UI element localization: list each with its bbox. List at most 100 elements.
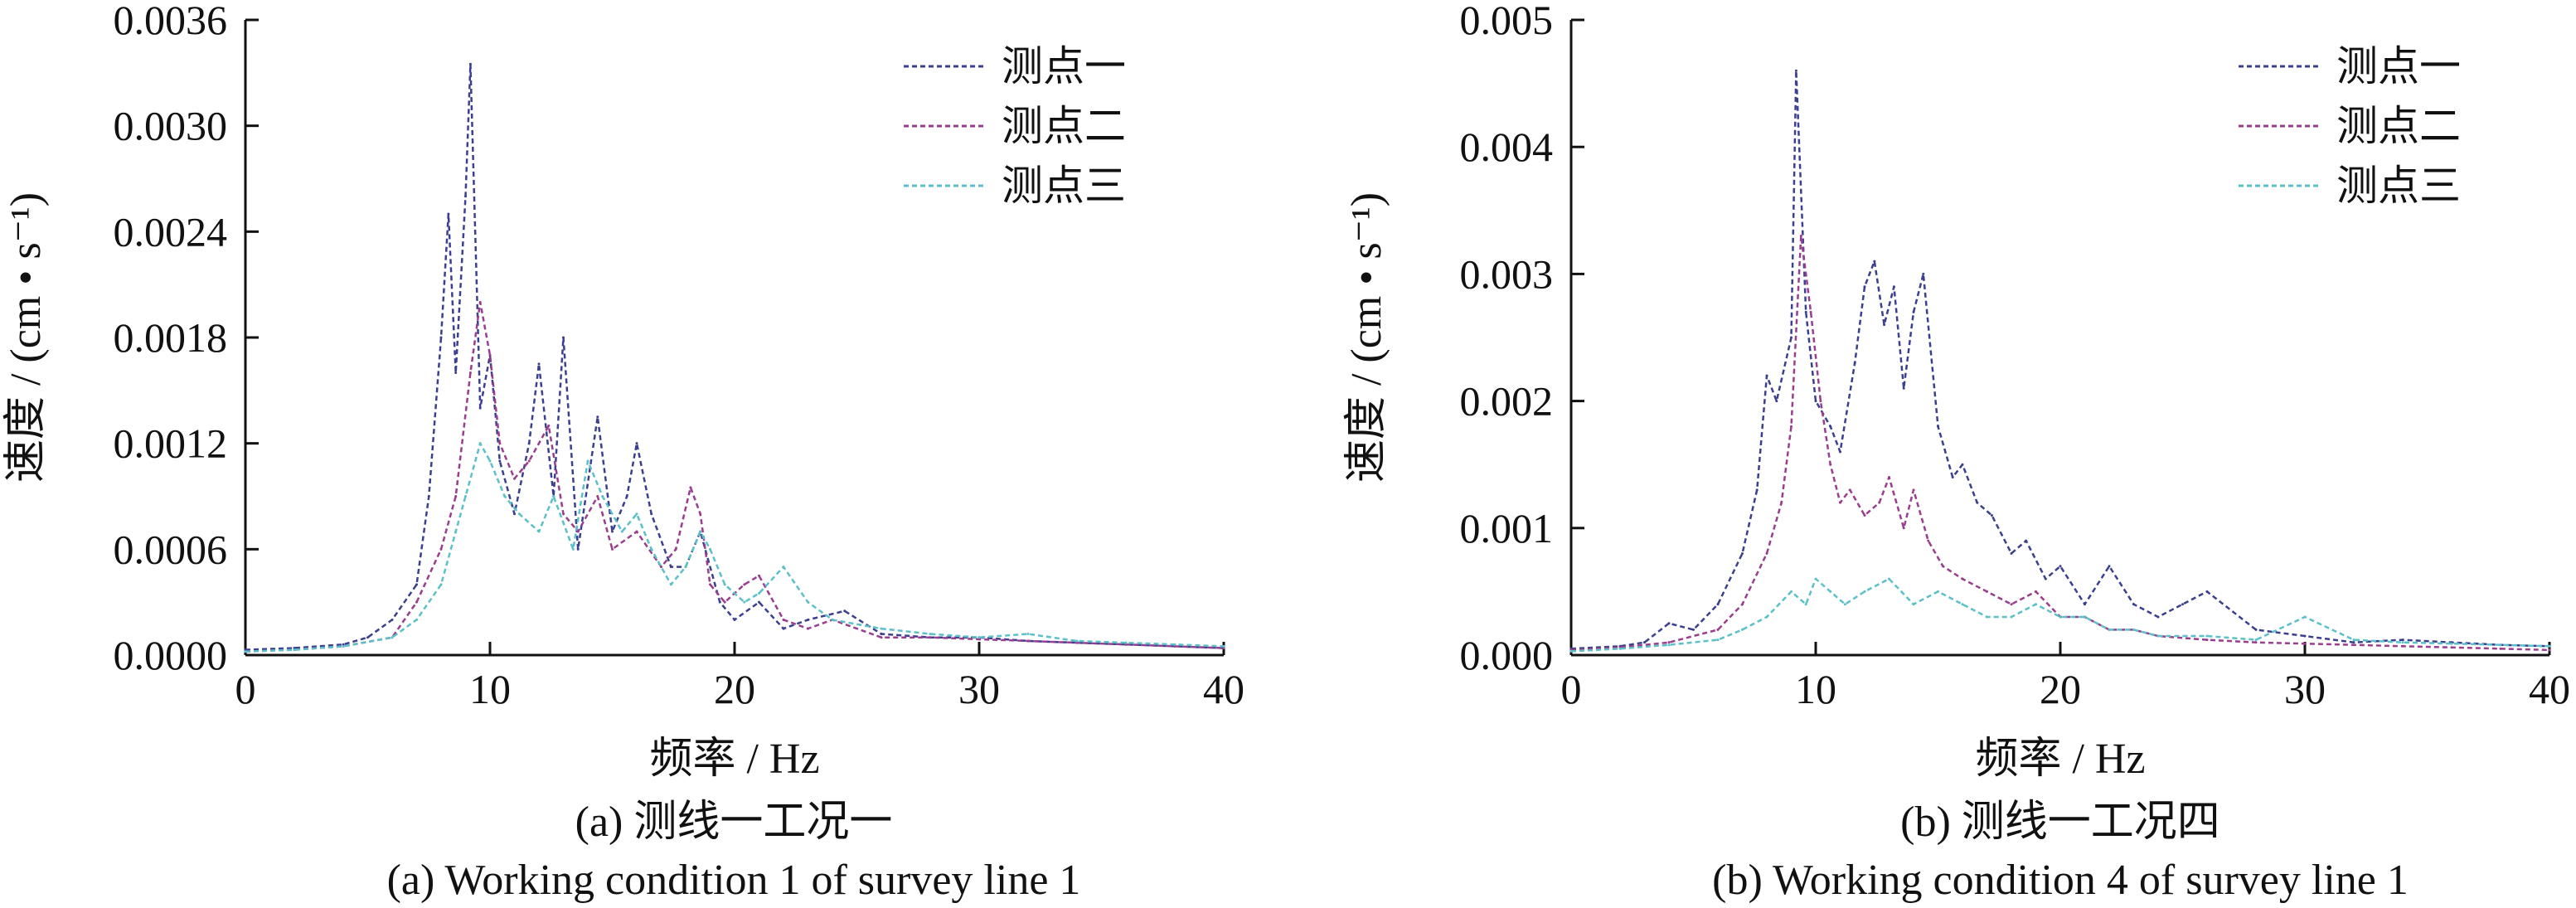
data-point <box>625 495 628 498</box>
data-point <box>1765 615 1768 619</box>
data-point <box>1961 463 1964 466</box>
data-point <box>1814 577 1817 580</box>
data-point <box>1741 628 1744 631</box>
data-point <box>1829 425 1832 428</box>
data-point <box>669 583 672 586</box>
data-point <box>1912 488 1915 492</box>
data-point <box>1814 400 1817 403</box>
y-tick-label: 0.003 <box>1460 250 1554 297</box>
data-point <box>2303 615 2307 619</box>
data-point <box>293 648 296 652</box>
data-point <box>1990 513 1993 517</box>
data-point <box>2499 643 2502 647</box>
x-tick-label: 0 <box>235 666 256 712</box>
data-point <box>2059 565 2062 568</box>
data-point <box>427 495 430 498</box>
data-point <box>1888 476 1890 479</box>
data-point <box>2450 642 2453 645</box>
data-point <box>1888 577 1890 580</box>
data-point <box>468 62 472 66</box>
data-point <box>669 566 672 569</box>
data-point <box>880 632 883 635</box>
y-tick-label: 0.0024 <box>114 208 228 255</box>
data-point <box>537 530 541 533</box>
data-point <box>1804 310 1807 313</box>
data-point <box>1863 513 1866 517</box>
data-point <box>1819 400 1822 403</box>
data-point <box>464 195 467 198</box>
data-point <box>635 442 638 445</box>
data-point <box>537 362 541 366</box>
data-point <box>478 442 482 445</box>
data-point <box>562 512 565 516</box>
data-point <box>415 583 418 586</box>
data-point <box>596 415 599 419</box>
data-point <box>601 495 604 498</box>
data-point <box>1222 644 1225 648</box>
series-line-3 <box>1570 577 2550 653</box>
data-point <box>978 638 981 641</box>
chart-panel-a: 0 10 20 30 40 0.0000 0.0006 0.0012 0.0018 0.0024 0… <box>2 0 1244 904</box>
data-point <box>513 512 516 516</box>
y-tick-label: 0.005 <box>1460 0 1554 43</box>
data-point <box>439 336 443 339</box>
data-point <box>758 574 760 577</box>
data-point <box>689 486 692 489</box>
data-point <box>1741 603 1744 606</box>
data-point <box>576 547 580 551</box>
data-point <box>2132 603 2135 606</box>
data-point <box>1667 641 1671 644</box>
data-point <box>586 459 589 463</box>
data-point <box>1124 643 1128 646</box>
data-point <box>880 636 883 639</box>
data-point <box>1124 641 1128 644</box>
data-point <box>488 459 492 463</box>
data-point <box>464 495 467 498</box>
data-point <box>2548 648 2551 652</box>
series-line-1 <box>245 62 1225 651</box>
data-point <box>1667 643 1671 647</box>
data-point <box>650 547 653 551</box>
data-point <box>718 600 721 604</box>
data-point <box>293 646 296 649</box>
data-point <box>831 618 834 621</box>
data-point <box>503 495 507 498</box>
data-point <box>709 547 711 551</box>
y-axis-title: 速度 / (cm • s⁻¹) <box>1343 192 1390 483</box>
data-point <box>1173 643 1176 646</box>
data-point <box>391 618 394 621</box>
data-point <box>2205 590 2209 593</box>
data-point <box>929 636 932 639</box>
data-point <box>723 583 726 586</box>
data-point <box>1912 603 1915 606</box>
data-point <box>807 618 809 621</box>
legend-label: 测点三 <box>2336 162 2461 210</box>
data-point <box>1829 590 1832 593</box>
chart-panel-b: 0 10 20 30 40 0.000 0.001 0.002 0.003 0.004 0.005 频… <box>1343 0 2570 904</box>
data-point <box>1618 647 1622 650</box>
data-point <box>342 644 345 648</box>
data-point <box>1716 603 1720 606</box>
data-point <box>1853 362 1856 365</box>
x-tick-label: 10 <box>469 666 511 712</box>
x-tick-label: 20 <box>714 666 755 712</box>
data-point <box>2401 644 2404 648</box>
data-point <box>843 609 847 613</box>
data-point <box>2254 628 2258 631</box>
data-point <box>1569 649 1573 653</box>
data-point <box>1775 400 1778 403</box>
data-point <box>1951 476 1954 479</box>
data-point <box>1927 539 1930 542</box>
data-point <box>2044 577 2047 580</box>
data-point <box>454 371 458 375</box>
data-point <box>1839 450 1841 454</box>
x-axis-title: 频率 / Hz <box>1975 736 2145 783</box>
data-point <box>758 592 760 595</box>
data-point <box>880 627 883 630</box>
data-point <box>1863 285 1866 289</box>
data-point <box>1026 639 1030 643</box>
data-point <box>978 636 981 639</box>
data-point <box>2059 615 2062 619</box>
data-point <box>1222 646 1225 649</box>
